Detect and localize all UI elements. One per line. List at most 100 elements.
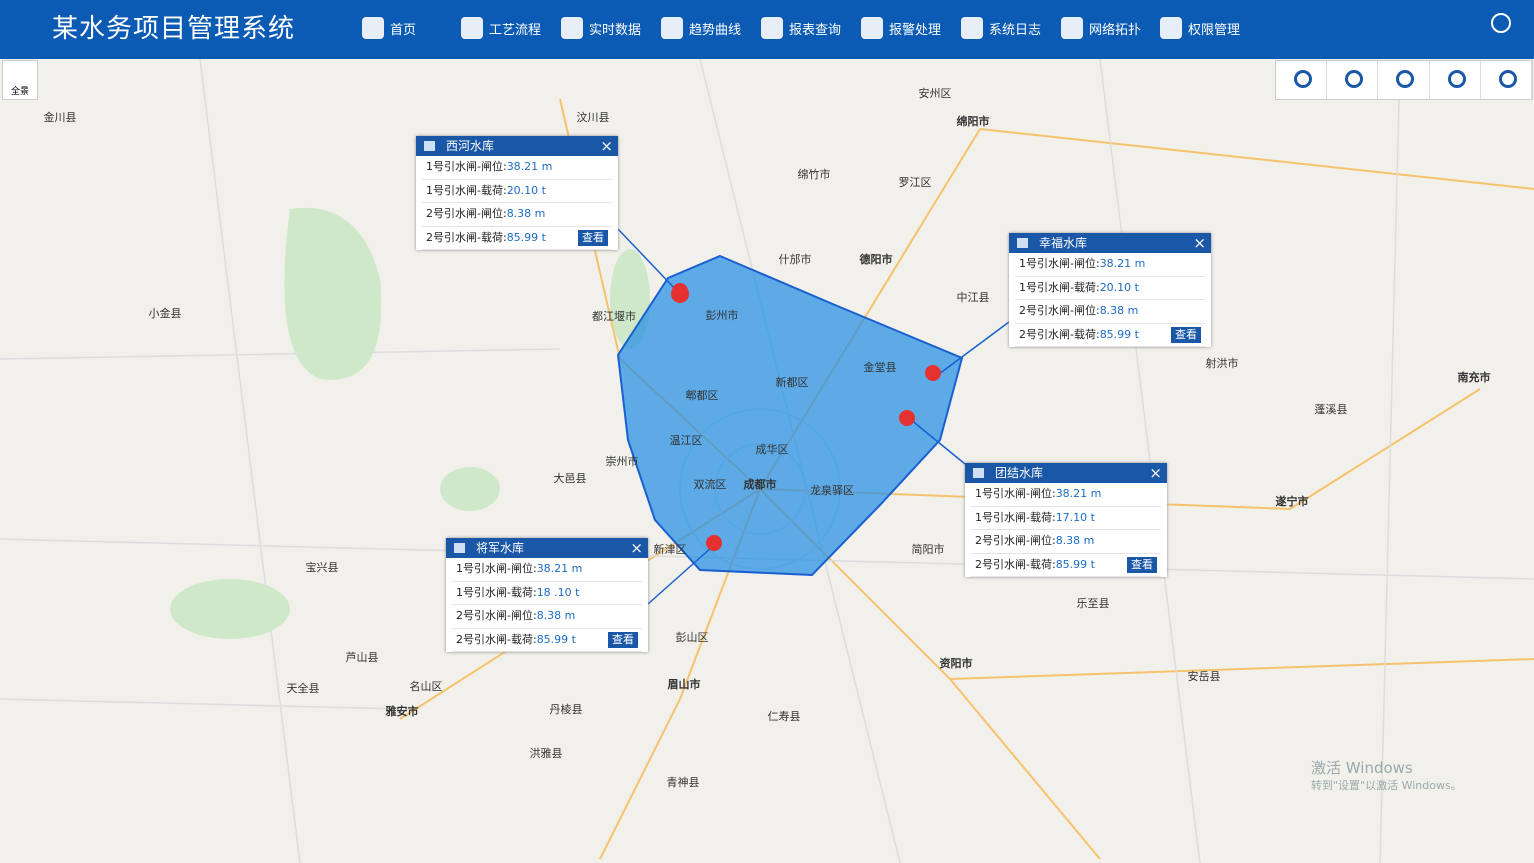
place-label: 眉山市	[668, 677, 701, 691]
place-label: 绵竹市	[798, 167, 831, 181]
row-label: 2号引水闸-闸位:	[1019, 304, 1100, 317]
place-label: 绵阳市	[957, 114, 990, 128]
nav-item[interactable]: 系统日志	[961, 12, 1041, 44]
popup-row: 1号引水闸-闸位:38.21 m	[422, 156, 612, 180]
popup-row: 1号引水闸-闸位:38.21 m	[971, 483, 1161, 507]
nav-label: 首页	[390, 22, 417, 38]
place-label: 德阳市	[859, 252, 893, 266]
app-title: 某水务项目管理系统	[52, 14, 296, 44]
place-label: 大邑县	[554, 471, 587, 485]
popup-row: 1号引水闸-载荷:20.10 t	[422, 180, 612, 203]
view-button[interactable]: 查看	[578, 229, 608, 246]
toolbar	[1275, 60, 1533, 100]
markers[interactable]	[671, 283, 941, 551]
popup-row: 1号引水闸-载荷:20.10 t	[1015, 277, 1205, 300]
popup-row: 2号引水闸-载荷:85.99 t 查看	[1015, 324, 1205, 347]
place-label: 洪雅县	[530, 746, 563, 760]
close-button[interactable]: ×	[1149, 464, 1162, 482]
row-label: 1号引水闸-闸位:	[456, 562, 537, 575]
tool-select[interactable]	[1276, 61, 1328, 99]
nav-item[interactable]: 报表查询	[761, 12, 841, 44]
close-button[interactable]: ×	[630, 539, 643, 557]
popup-row: 2号引水闸-闸位:8.38 m	[452, 605, 642, 629]
place-label: 仁寿县	[768, 709, 801, 723]
row-value: 8.38 m	[1055, 534, 1095, 547]
popup-title: 团结水库	[995, 466, 1044, 480]
power-button[interactable]	[1491, 13, 1511, 33]
row-label: 1号引水闸-载荷:	[426, 183, 507, 197]
popup-row: 1号引水闸-闸位:38.21 m	[452, 558, 642, 582]
popup-row: 2号引水闸-闸位:8.38 m	[1015, 300, 1205, 324]
nav-icon	[1061, 17, 1083, 39]
popup-row: 1号引水闸-载荷:17.10 t	[971, 507, 1161, 530]
nav-item[interactable]: 实时数据	[561, 12, 641, 44]
nav-item[interactable]: 报警处理	[861, 12, 941, 44]
popup-header: 幸福水库 ×	[1009, 233, 1211, 253]
row-label: 1号引水闸-载荷:	[975, 510, 1056, 524]
tool-polygon[interactable]	[1481, 61, 1533, 99]
info-popup: 幸福水库 × 1号引水闸-闸位:38.21 m 1号引水闸-载荷:20.10 t 2号引…	[1009, 233, 1211, 347]
place-label: 成华区	[756, 442, 789, 456]
tool-point[interactable]	[1327, 61, 1379, 99]
popup-header: 团结水库 ×	[965, 463, 1167, 483]
place-label: 丹棱县	[550, 703, 583, 716]
place-label: 南充市	[1458, 370, 1491, 384]
popup-leaders	[617, 228, 1010, 605]
nav-icon	[761, 17, 783, 39]
nav-item[interactable]: 权限管理	[1160, 12, 1240, 44]
area-polygon[interactable]	[616, 254, 964, 577]
place-label: 简阳市	[912, 542, 945, 556]
view-button[interactable]: 查看	[1171, 326, 1201, 343]
row-value: 8.38 m	[536, 609, 576, 622]
nav-icon	[362, 17, 384, 39]
nav-icon	[561, 17, 583, 39]
place-label: 遂宁市	[1276, 494, 1309, 508]
close-button[interactable]: ×	[600, 137, 613, 155]
place-label: 什邡市	[779, 252, 812, 266]
place-label: 安岳县	[1188, 669, 1221, 683]
popup-title: 西河水库	[446, 139, 495, 153]
popup-title: 将军水库	[476, 541, 525, 555]
popup-title: 幸福水库	[1039, 236, 1088, 250]
nav-icon	[961, 17, 983, 39]
row-label: 2号引水闸-闸位:	[426, 207, 507, 220]
row-value: 38.21 m	[536, 562, 583, 575]
parks	[170, 207, 650, 639]
nav-item[interactable]: 工艺流程	[461, 12, 541, 44]
place-label: 金堂县	[864, 360, 897, 374]
row-label: 1号引水闸-闸位:	[975, 487, 1056, 500]
place-label: 双流区	[694, 477, 727, 491]
place-label: 射洪市	[1206, 356, 1239, 370]
tool-circle[interactable]	[1378, 61, 1430, 99]
nav-item[interactable]: 首页	[362, 12, 416, 44]
nav-icon	[861, 17, 883, 39]
nav-label: 趋势曲线	[689, 22, 742, 38]
popup-icon	[424, 141, 435, 151]
view-button[interactable]: 查看	[1127, 556, 1157, 573]
row-value: 85.99 t	[1055, 557, 1095, 571]
place-label: 崇州市	[606, 454, 639, 468]
tool-line[interactable]	[1430, 61, 1481, 99]
row-label: 2号引水闸-闸位:	[456, 609, 537, 622]
popup-header: 西河水库 ×	[416, 136, 618, 156]
row-value: 38.21 m	[1055, 487, 1102, 500]
place-label: 乐至县	[1077, 597, 1110, 610]
nav-item[interactable]: 网络拓扑	[1061, 12, 1141, 44]
row-label: 1号引水闸-载荷:	[456, 585, 537, 599]
place-label: 资阳市	[940, 656, 973, 670]
view-button[interactable]: 查看	[608, 631, 638, 648]
place-label: 郫都区	[686, 388, 719, 402]
zoom-button[interactable]: 全景	[2, 60, 38, 100]
popup-icon	[454, 543, 465, 553]
place-label: 彭州市	[706, 308, 739, 322]
watermark: 激活 Windows	[1311, 759, 1413, 777]
close-button[interactable]: ×	[1193, 234, 1206, 252]
row-label: 1号引水闸-闸位:	[1019, 257, 1100, 270]
place-label: 成都市	[744, 477, 777, 491]
info-popup: 西河水库 × 1号引水闸-闸位:38.21 m 1号引水闸-载荷:20.10 t 2号引…	[416, 136, 618, 250]
row-value: 8.38 m	[1099, 304, 1139, 317]
place-label: 青神县	[667, 775, 700, 789]
nav-item[interactable]: 趋势曲线	[661, 12, 741, 44]
info-popup: 将军水库 × 1号引水闸-闸位:38.21 m 1号引水闸-载荷:18 .10 t 2号…	[446, 538, 648, 652]
